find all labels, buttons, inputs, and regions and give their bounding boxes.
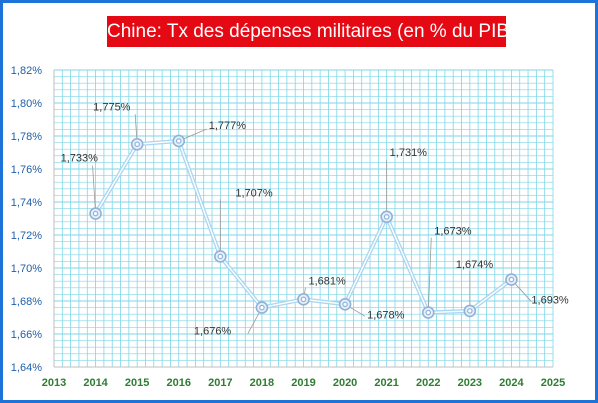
x-tick-label: 2022 xyxy=(416,377,440,389)
data-point-marker xyxy=(421,306,435,319)
data-label: 1,681% xyxy=(309,275,347,287)
y-tick-label: 1,78% xyxy=(11,131,42,143)
data-label: 1,674% xyxy=(456,259,494,271)
label-leader-line xyxy=(427,237,432,313)
data-point-marker xyxy=(172,134,186,148)
label-leader-line xyxy=(92,165,96,214)
data-label: 1,673% xyxy=(434,226,472,238)
data-point-marker xyxy=(338,297,352,311)
vertical-gridlines xyxy=(53,70,554,367)
y-tick-label: 1,70% xyxy=(11,263,42,275)
x-tick-label: 2016 xyxy=(167,377,191,389)
data-point-marker xyxy=(130,137,144,151)
data-labels: 1,733% 1,775% 1,777% 1,707% 1,676% 1,681% 1,67… xyxy=(61,101,569,337)
data-label: 1,676% xyxy=(194,326,232,338)
y-tick-label: 1,68% xyxy=(11,296,42,308)
x-axis-ticks: 2013 2014 2015 2016 2017 2018 2019 2020 2021 2022… xyxy=(42,377,565,389)
data-point-marker xyxy=(255,301,269,314)
data-label: 1,678% xyxy=(367,309,405,321)
data-label: 1,733% xyxy=(61,153,99,165)
data-point-marker xyxy=(297,293,310,306)
y-tick-label: 1,82% xyxy=(11,65,42,77)
x-tick-label: 2025 xyxy=(541,377,565,389)
data-label: 1,731% xyxy=(390,147,428,159)
data-label: 1,775% xyxy=(93,101,131,113)
x-tick-label: 2020 xyxy=(333,377,357,389)
x-tick-label: 2015 xyxy=(125,377,149,389)
y-tick-label: 1,72% xyxy=(11,230,42,242)
data-label: 1,693% xyxy=(531,295,569,307)
data-point-marker xyxy=(505,273,518,286)
x-tick-label: 2013 xyxy=(42,377,66,389)
y-tick-label: 1,80% xyxy=(11,98,42,110)
x-tick-label: 2024 xyxy=(499,377,524,389)
chart-title: Chine: Tx des dépenses militaires (en % … xyxy=(107,16,515,47)
y-axis-ticks: 1,64% 1,66% 1,68% 1,70% 1,72% 1,74% 1,76% 1,78%… xyxy=(11,65,42,374)
y-tick-label: 1,74% xyxy=(11,197,42,209)
data-point-marker xyxy=(89,207,102,220)
x-tick-label: 2023 xyxy=(458,377,482,389)
data-label: 1,777% xyxy=(209,120,247,132)
x-tick-label: 2021 xyxy=(374,377,398,389)
data-point-marker xyxy=(463,304,477,318)
y-tick-label: 1,76% xyxy=(11,164,42,176)
x-tick-label: 2018 xyxy=(250,377,274,389)
data-point-marker xyxy=(380,210,393,224)
data-label: 1,707% xyxy=(235,187,273,199)
data-point-marker xyxy=(214,250,227,263)
x-tick-label: 2017 xyxy=(208,377,232,389)
x-tick-label: 2019 xyxy=(291,377,315,389)
data-markers xyxy=(89,134,518,319)
x-tick-label: 2014 xyxy=(83,377,108,389)
y-tick-label: 1,64% xyxy=(11,362,42,374)
y-tick-label: 1,66% xyxy=(11,329,42,341)
